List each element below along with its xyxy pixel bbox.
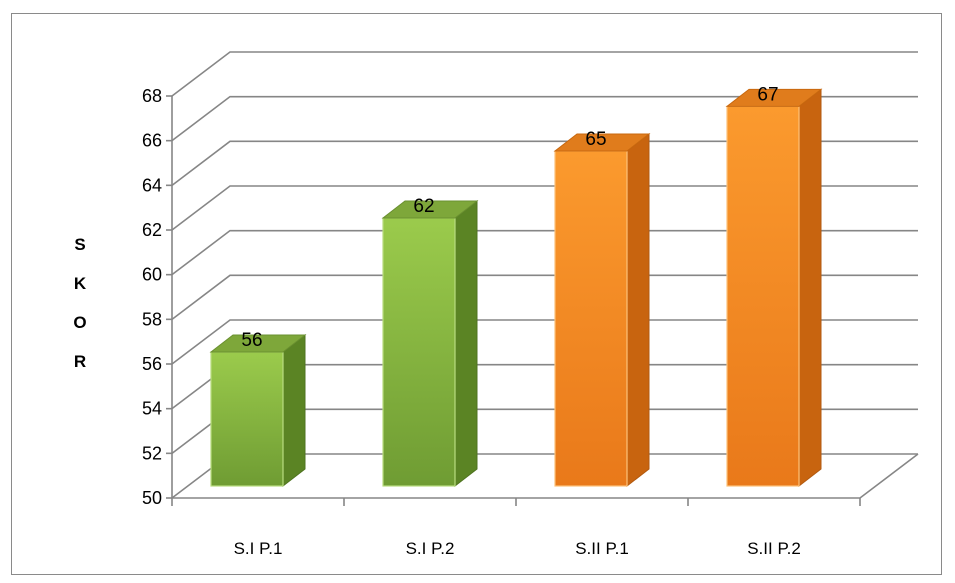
bar-side-1 <box>282 333 306 488</box>
bar-top-2 <box>381 200 479 219</box>
gridlines <box>171 51 918 499</box>
bar-2 <box>381 199 479 488</box>
bar-side-4 <box>798 88 822 488</box>
y-tick-label-64: 64 <box>142 175 162 195</box>
y-tick-label-54: 54 <box>142 399 162 419</box>
bar-side-2 <box>454 199 478 488</box>
labels: S K O R 50 52 54 56 58 60 62 64 66 68 56 S.I P.1 62 S… <box>73 84 800 558</box>
gridline-68 <box>171 51 918 97</box>
bar-front-1 <box>210 351 284 487</box>
gridline-66 <box>171 95 918 142</box>
y-axis-title: S K O R <box>73 235 86 371</box>
gridline-56 <box>171 319 918 365</box>
value-label-1: 56 <box>241 330 262 351</box>
axes <box>166 95 919 506</box>
bar-4 <box>725 88 823 488</box>
category-label-1: S.I P.1 <box>234 539 283 558</box>
y-tick-label-52: 52 <box>142 443 162 463</box>
y-axis-title-letter-o: O <box>73 313 86 332</box>
value-label-2: 62 <box>413 196 434 217</box>
bar-top-3 <box>553 133 651 152</box>
y-axis-title-letter-r: R <box>74 352 86 371</box>
value-label-4: 67 <box>757 84 778 105</box>
gridline-58 <box>171 274 918 320</box>
bar-top-1 <box>209 334 307 353</box>
bar-front-3 <box>554 150 628 487</box>
bar-1 <box>209 333 307 488</box>
y-tick-label-68: 68 <box>142 86 162 106</box>
bars <box>209 88 823 488</box>
y-tick-label-66: 66 <box>142 131 162 151</box>
bar-front-2 <box>382 217 456 487</box>
gridline-64 <box>171 140 918 186</box>
bar-side-3 <box>626 132 650 488</box>
y-tick-label-56: 56 <box>142 354 162 374</box>
y-axis-title-letter-s: S <box>74 235 85 254</box>
bar-top-4 <box>725 88 823 107</box>
value-label-3: 65 <box>585 129 606 150</box>
y-tick-label-60: 60 <box>142 265 162 285</box>
gridline-62 <box>171 185 918 231</box>
y-axis-title-letter-k: K <box>74 274 87 293</box>
category-label-3: S.II P.1 <box>575 539 629 558</box>
bar-3 <box>553 132 651 488</box>
bar-front-4 <box>726 105 800 487</box>
gridline-60 <box>171 229 918 276</box>
y-tick-label-62: 62 <box>142 220 162 240</box>
y-tick-label-58: 58 <box>142 309 162 329</box>
category-label-4: S.II P.2 <box>747 539 801 558</box>
y-tick-label-50: 50 <box>142 488 162 508</box>
category-label-2: S.I P.2 <box>406 539 455 558</box>
